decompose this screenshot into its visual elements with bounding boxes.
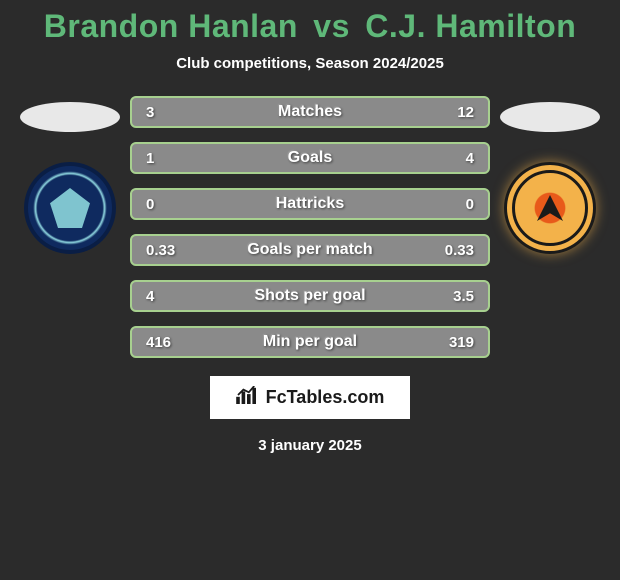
club-crest-left: [24, 162, 116, 254]
subtitle: Club competitions, Season 2024/2025: [176, 55, 444, 72]
stat-bar: 416Min per goal319: [130, 326, 490, 358]
stat-value-right: 319: [449, 334, 474, 351]
player1-photo-placeholder: [20, 102, 120, 132]
stat-label: Shots per goal: [132, 287, 488, 305]
stat-value-left: 416: [146, 334, 171, 351]
title-player2: C.J. Hamilton: [365, 8, 576, 44]
stat-value-left: 3: [146, 104, 154, 121]
club-crest-right: [504, 162, 596, 254]
date: 3 january 2025: [258, 437, 361, 454]
right-column: [490, 96, 610, 254]
stat-value-left: 0.33: [146, 242, 175, 259]
stat-bar: 4Shots per goal3.5: [130, 280, 490, 312]
stat-bar: 0.33Goals per match0.33: [130, 234, 490, 266]
stat-label: Min per goal: [132, 333, 488, 351]
stat-value-right: 0.33: [445, 242, 474, 259]
stat-value-right: 3.5: [453, 288, 474, 305]
stat-label: Goals per match: [132, 241, 488, 259]
stat-value-right: 0: [466, 196, 474, 213]
stat-bar: 3Matches12: [130, 96, 490, 128]
stat-value-left: 0: [146, 196, 154, 213]
stat-label: Hattricks: [132, 195, 488, 213]
site-label: FcTables.com: [266, 387, 385, 408]
comparison-card: Brandon Hanlan vs C.J. Hamilton Club com…: [0, 0, 620, 580]
stat-label: Goals: [132, 149, 488, 167]
stat-label: Matches: [132, 103, 488, 121]
stat-value-left: 4: [146, 288, 154, 305]
main-row: 3Matches121Goals40Hattricks00.33Goals pe…: [0, 96, 620, 358]
title-vs: vs: [313, 8, 350, 44]
title-player1: Brandon Hanlan: [44, 8, 298, 44]
site-badge: FcTables.com: [210, 376, 411, 419]
stat-bars: 3Matches121Goals40Hattricks00.33Goals pe…: [130, 96, 490, 358]
stat-bar: 0Hattricks0: [130, 188, 490, 220]
stat-value-right: 12: [457, 104, 474, 121]
page-title: Brandon Hanlan vs C.J. Hamilton: [44, 8, 576, 45]
stat-bar: 1Goals4: [130, 142, 490, 174]
chart-icon: [236, 386, 258, 409]
stat-value-right: 4: [466, 150, 474, 167]
player2-photo-placeholder: [500, 102, 600, 132]
stat-value-left: 1: [146, 150, 154, 167]
left-column: [10, 96, 130, 254]
